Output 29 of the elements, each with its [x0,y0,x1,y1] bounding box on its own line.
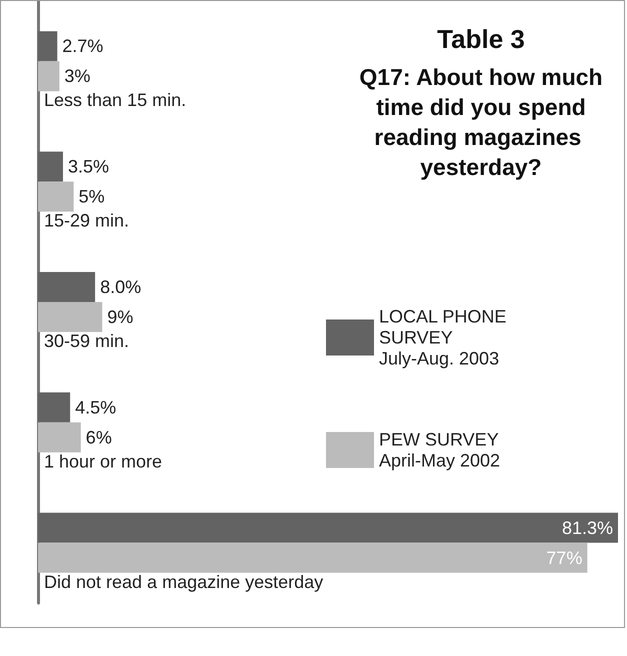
data-label: 8.0% [100,277,142,297]
data-label: 3% [64,66,90,86]
bar [38,31,58,62]
bar [38,422,81,452]
bar [38,272,96,302]
legend-label: LOCAL PHONE SURVEY July-Aug. 2003 [379,306,512,368]
bar [38,152,63,182]
data-label: 5% [78,186,105,207]
data-label: 77% [546,548,582,568]
bar [38,542,588,573]
data-label: 4.5% [75,397,116,418]
data-label: 6% [86,427,112,448]
y-tick-label: 30-59 min. [44,331,130,351]
legend-label: PEW SURVEY April-May 2002 [379,430,504,470]
data-label: 9% [107,307,134,327]
data-label: 2.7% [62,36,104,56]
data-label: 81.3% [562,518,613,538]
bar [38,512,618,543]
y-tick-label: Less than 15 min. [44,90,186,110]
bar [38,182,74,212]
bar [38,392,70,422]
text: Q17: About how much time did you spend reading magazines yesterday? [359,64,603,180]
y-tick-label: 15-29 min. [44,210,130,231]
data-label: 3.5% [68,156,109,177]
bar [38,302,102,332]
bar [38,61,60,92]
text: Table 3 [437,24,525,54]
y-tick-label: Did not read a magazine yesterday [44,572,324,592]
y-tick-label: 1 hour or more [44,451,162,472]
